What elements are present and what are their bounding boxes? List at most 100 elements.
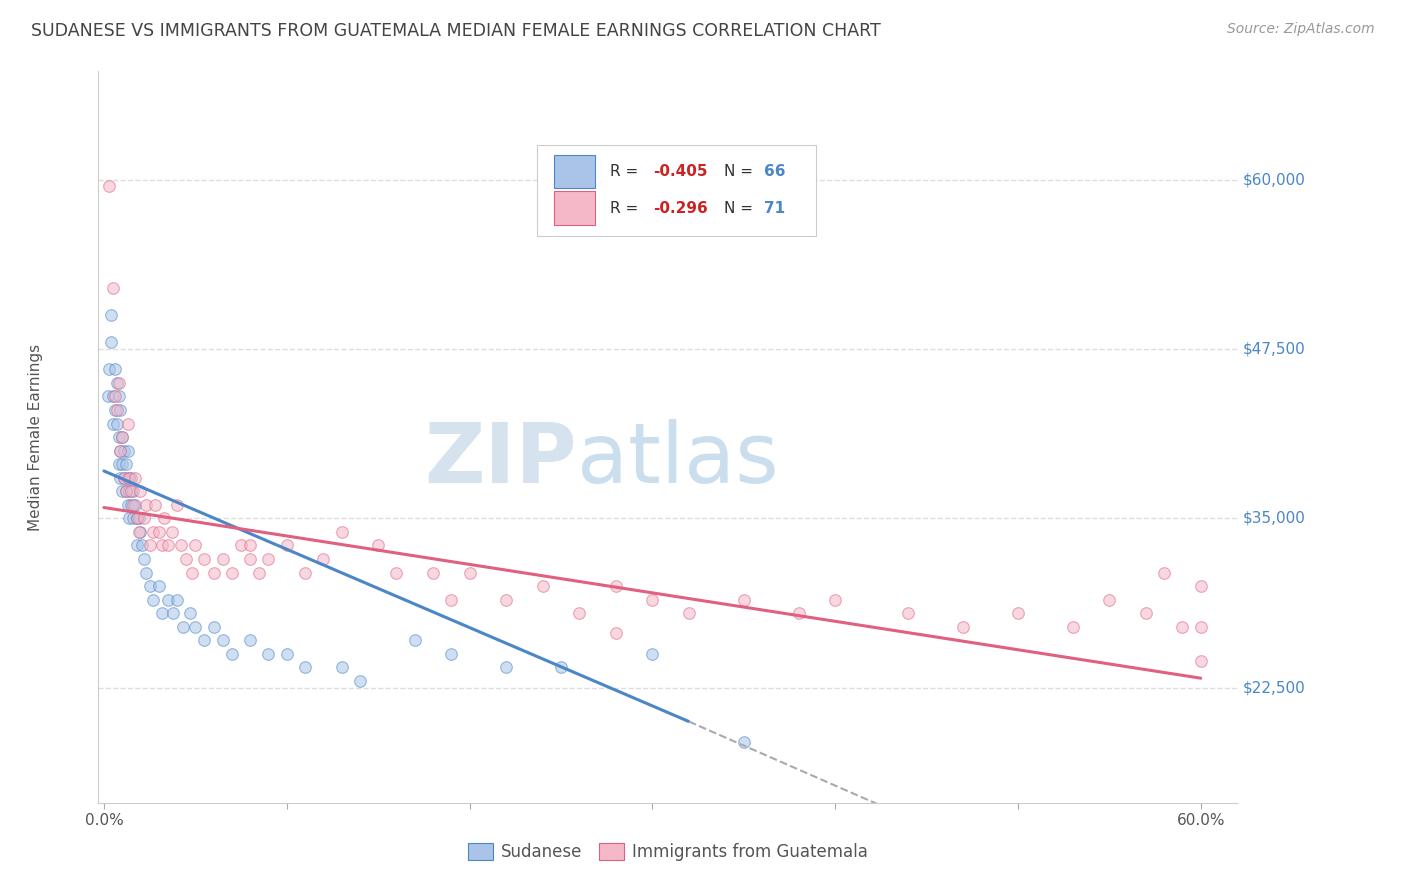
Sudanese bbox=[211, 633, 233, 648]
Immigrants from Guatemala bbox=[128, 524, 150, 539]
Immigrants from Guatemala bbox=[605, 626, 627, 640]
Text: Median Female Earnings: Median Female Earnings bbox=[28, 343, 44, 531]
Text: $47,500: $47,500 bbox=[1243, 342, 1306, 357]
Sudanese bbox=[148, 579, 170, 593]
Sudanese bbox=[107, 389, 129, 403]
Immigrants from Guatemala bbox=[117, 417, 139, 431]
Immigrants from Guatemala bbox=[166, 498, 188, 512]
Text: N =: N = bbox=[724, 164, 758, 179]
Text: $35,000: $35,000 bbox=[1243, 511, 1306, 526]
Immigrants from Guatemala bbox=[294, 566, 316, 580]
Sudanese bbox=[101, 417, 124, 431]
Immigrants from Guatemala bbox=[193, 552, 215, 566]
Immigrants from Guatemala bbox=[101, 281, 124, 295]
Text: Source: ZipAtlas.com: Source: ZipAtlas.com bbox=[1227, 22, 1375, 37]
FancyBboxPatch shape bbox=[537, 145, 815, 235]
Immigrants from Guatemala bbox=[1171, 620, 1194, 634]
Sudanese bbox=[202, 620, 225, 634]
Sudanese bbox=[125, 511, 148, 525]
Sudanese bbox=[239, 633, 262, 648]
Sudanese bbox=[111, 430, 134, 444]
Sudanese bbox=[404, 633, 426, 648]
Sudanese bbox=[120, 471, 142, 485]
Immigrants from Guatemala bbox=[148, 524, 170, 539]
Immigrants from Guatemala bbox=[422, 566, 444, 580]
Sudanese bbox=[179, 606, 201, 620]
Text: R =: R = bbox=[610, 164, 643, 179]
Immigrants from Guatemala bbox=[221, 566, 243, 580]
Immigrants from Guatemala bbox=[312, 552, 335, 566]
Text: R =: R = bbox=[610, 201, 643, 216]
Sudanese bbox=[131, 538, 153, 552]
Sudanese bbox=[110, 403, 132, 417]
Sudanese bbox=[104, 403, 127, 417]
Sudanese bbox=[118, 511, 141, 525]
Immigrants from Guatemala bbox=[174, 552, 197, 566]
Immigrants from Guatemala bbox=[111, 430, 134, 444]
Immigrants from Guatemala bbox=[1189, 579, 1212, 593]
Immigrants from Guatemala bbox=[247, 566, 270, 580]
Sudanese bbox=[111, 484, 134, 499]
Immigrants from Guatemala bbox=[824, 592, 846, 607]
Immigrants from Guatemala bbox=[1062, 620, 1084, 634]
Immigrants from Guatemala bbox=[184, 538, 207, 552]
Immigrants from Guatemala bbox=[180, 566, 202, 580]
Text: $22,500: $22,500 bbox=[1243, 681, 1306, 695]
Text: SUDANESE VS IMMIGRANTS FROM GUATEMALA MEDIAN FEMALE EARNINGS CORRELATION CHART: SUDANESE VS IMMIGRANTS FROM GUATEMALA ME… bbox=[31, 22, 880, 40]
Sudanese bbox=[294, 660, 316, 674]
Immigrants from Guatemala bbox=[120, 484, 142, 499]
Sudanese bbox=[112, 443, 135, 458]
Sudanese bbox=[117, 498, 139, 512]
Sudanese bbox=[330, 660, 353, 674]
Sudanese bbox=[100, 335, 122, 350]
Text: N =: N = bbox=[724, 201, 758, 216]
Immigrants from Guatemala bbox=[641, 592, 664, 607]
Immigrants from Guatemala bbox=[112, 471, 135, 485]
Immigrants from Guatemala bbox=[1189, 620, 1212, 634]
Immigrants from Guatemala bbox=[125, 511, 148, 525]
Sudanese bbox=[117, 443, 139, 458]
Sudanese bbox=[105, 376, 128, 390]
Immigrants from Guatemala bbox=[211, 552, 233, 566]
Immigrants from Guatemala bbox=[143, 498, 166, 512]
Immigrants from Guatemala bbox=[1153, 566, 1175, 580]
Sudanese bbox=[120, 498, 142, 512]
Sudanese bbox=[162, 606, 184, 620]
Legend: Sudanese, Immigrants from Guatemala: Sudanese, Immigrants from Guatemala bbox=[461, 836, 875, 868]
Text: -0.405: -0.405 bbox=[652, 164, 707, 179]
Sudanese bbox=[118, 484, 141, 499]
Immigrants from Guatemala bbox=[897, 606, 920, 620]
Sudanese bbox=[115, 457, 138, 471]
Immigrants from Guatemala bbox=[142, 524, 165, 539]
Immigrants from Guatemala bbox=[1007, 606, 1029, 620]
Immigrants from Guatemala bbox=[1098, 592, 1121, 607]
Immigrants from Guatemala bbox=[104, 389, 127, 403]
FancyBboxPatch shape bbox=[554, 191, 595, 225]
Immigrants from Guatemala bbox=[170, 538, 193, 552]
Text: 71: 71 bbox=[763, 201, 785, 216]
Text: $60,000: $60,000 bbox=[1243, 172, 1306, 187]
Immigrants from Guatemala bbox=[98, 179, 121, 194]
Immigrants from Guatemala bbox=[115, 484, 138, 499]
Immigrants from Guatemala bbox=[257, 552, 280, 566]
Immigrants from Guatemala bbox=[156, 538, 179, 552]
Immigrants from Guatemala bbox=[124, 471, 146, 485]
Sudanese bbox=[100, 308, 122, 322]
Immigrants from Guatemala bbox=[1135, 606, 1157, 620]
Sudanese bbox=[115, 484, 138, 499]
Sudanese bbox=[550, 660, 572, 674]
Sudanese bbox=[152, 606, 174, 620]
Sudanese bbox=[257, 647, 280, 661]
Sudanese bbox=[104, 362, 127, 376]
Immigrants from Guatemala bbox=[239, 538, 262, 552]
Immigrants from Guatemala bbox=[787, 606, 810, 620]
Immigrants from Guatemala bbox=[153, 511, 176, 525]
Sudanese bbox=[134, 552, 156, 566]
Immigrants from Guatemala bbox=[276, 538, 298, 552]
Sudanese bbox=[495, 660, 517, 674]
Sudanese bbox=[124, 498, 146, 512]
Immigrants from Guatemala bbox=[458, 566, 481, 580]
Immigrants from Guatemala bbox=[134, 511, 156, 525]
Sudanese bbox=[105, 417, 128, 431]
Text: -0.296: -0.296 bbox=[652, 201, 707, 216]
